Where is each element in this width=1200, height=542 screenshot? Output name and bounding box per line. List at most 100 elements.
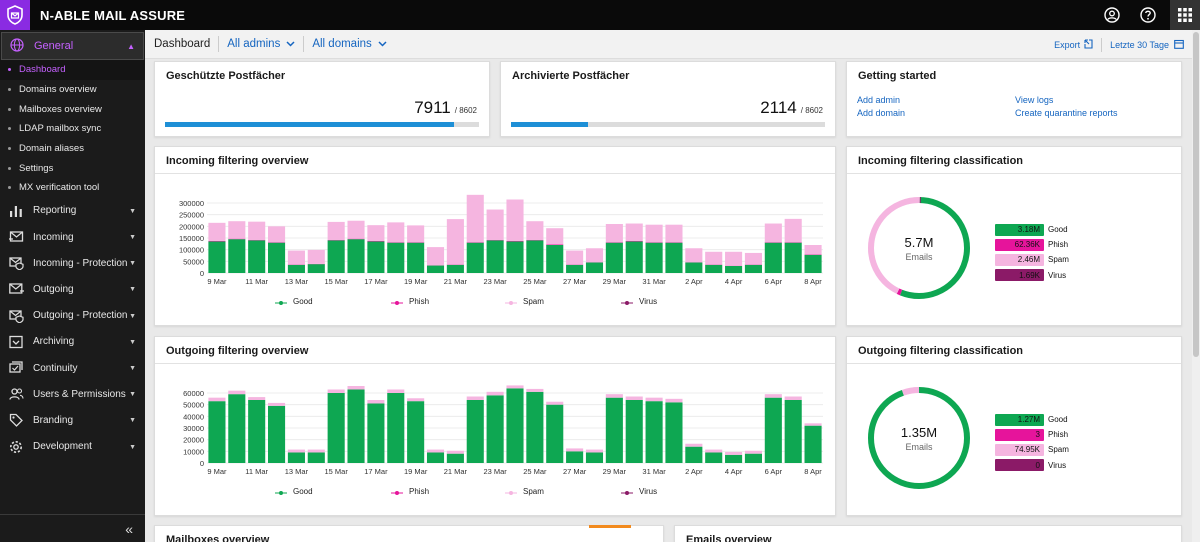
apps-grid-icon[interactable] bbox=[1170, 0, 1200, 30]
bar-good bbox=[466, 400, 484, 463]
top-bar: N-ABLE MAIL ASSURE bbox=[0, 0, 1200, 30]
bar-spam bbox=[466, 396, 484, 400]
sidebar-item-label: Outgoing bbox=[33, 283, 74, 295]
sidebar-item-label: Users & Permissions bbox=[33, 388, 126, 400]
bar-good bbox=[248, 240, 266, 273]
legend-dot bbox=[395, 490, 399, 495]
collapse-sidebar-button[interactable]: « bbox=[0, 514, 145, 542]
sidebar-item-reporting[interactable]: Reporting ▼ bbox=[0, 198, 145, 224]
bar-good bbox=[307, 452, 325, 463]
bar-spam bbox=[208, 222, 226, 242]
classification-value: 1.69K bbox=[995, 269, 1044, 282]
page-scrollbar[interactable] bbox=[1192, 30, 1200, 542]
legend-item-phish[interactable]: Phish bbox=[391, 297, 429, 306]
legend-item-phish[interactable]: Phish bbox=[391, 487, 429, 496]
chevron-down-icon: ▼ bbox=[129, 391, 136, 399]
scrollbar-thumb[interactable] bbox=[1193, 32, 1199, 357]
subnav-label: Domain aliases bbox=[19, 143, 84, 155]
bar-spam bbox=[566, 250, 584, 265]
classification-row-good: 3.18M Good bbox=[995, 222, 1069, 237]
classification-value: 3.18M bbox=[995, 223, 1044, 236]
y-tick-label: 50000 bbox=[183, 257, 204, 266]
sidebar-item-incoming[interactable]: Incoming ▼ bbox=[0, 224, 145, 250]
classification-label: Virus bbox=[1048, 460, 1067, 470]
bar-good bbox=[347, 389, 365, 463]
classification-label: Spam bbox=[1048, 445, 1069, 455]
bar-good bbox=[347, 239, 365, 273]
sidebar-item-label: Archiving bbox=[33, 336, 75, 348]
create-quarantine-reports-link[interactable]: Create quarantine reports bbox=[1015, 108, 1118, 118]
bar-good bbox=[804, 425, 822, 463]
bar-good bbox=[705, 264, 723, 273]
legend-dot bbox=[279, 490, 283, 495]
legend-item-spam[interactable]: Spam bbox=[505, 487, 544, 496]
legend-item-virus[interactable]: Virus bbox=[621, 297, 657, 306]
bar-spam bbox=[506, 385, 524, 389]
card-title: Geschützte Postfächer bbox=[166, 70, 286, 82]
sidebar-item-outgoing-protection[interactable]: Outgoing - Protection ▼ bbox=[0, 303, 145, 329]
admins-dropdown-label: All admins bbox=[227, 38, 281, 50]
subnav-label: LDAP mailbox sync bbox=[19, 123, 102, 135]
legend-dot bbox=[279, 300, 283, 305]
bar-spam bbox=[744, 252, 762, 265]
subnav-domains-overview[interactable]: Domains overview bbox=[0, 80, 145, 100]
bullet-icon bbox=[8, 166, 11, 170]
classification-value: 0 bbox=[995, 459, 1044, 472]
progress-fill bbox=[165, 122, 454, 127]
add-admin-link[interactable]: Add admin bbox=[857, 95, 901, 105]
legend-label: Virus bbox=[639, 487, 658, 496]
admins-dropdown[interactable]: All admins bbox=[227, 38, 295, 50]
x-tick-label: 21 Mar bbox=[444, 467, 468, 476]
bullet-icon bbox=[8, 88, 11, 92]
subnav-dashboard[interactable]: Dashboard bbox=[0, 60, 145, 80]
domains-dropdown[interactable]: All domains bbox=[312, 38, 387, 50]
bar-good bbox=[665, 242, 683, 273]
help-icon[interactable] bbox=[1138, 5, 1158, 25]
outgoing-overview-chart: 0 10000 20000 30000 40000 50000 60000 9 Mar 11 M… bbox=[183, 385, 823, 476]
bar-spam bbox=[228, 390, 246, 395]
chevron-down-icon: ▼ bbox=[129, 443, 136, 451]
bar-good bbox=[625, 400, 643, 463]
legend-label: Spam bbox=[523, 487, 544, 496]
shield-mail-logo-icon[interactable] bbox=[0, 0, 30, 30]
subnav-domain-aliases[interactable]: Domain aliases bbox=[0, 139, 145, 159]
add-domain-link[interactable]: Add domain bbox=[857, 108, 906, 118]
legend-dot bbox=[395, 300, 399, 305]
user-circle-icon[interactable] bbox=[1102, 5, 1122, 25]
sidebar-item-continuity[interactable]: Continuity ▼ bbox=[0, 355, 145, 381]
sidebar-item-branding[interactable]: Branding ▼ bbox=[0, 407, 145, 433]
bar-spam bbox=[665, 398, 683, 403]
subnav-label: Domains overview bbox=[19, 84, 97, 96]
nav-general[interactable]: General ▲ bbox=[1, 32, 144, 60]
export-button[interactable]: Export bbox=[1054, 38, 1093, 51]
classification-value: 3 bbox=[995, 428, 1044, 441]
legend-item-good[interactable]: Good bbox=[275, 487, 313, 496]
sidebar-item-outgoing[interactable]: Outgoing ▼ bbox=[0, 276, 145, 302]
legend-item-virus[interactable]: Virus bbox=[621, 487, 657, 496]
view-logs-link[interactable]: View logs bbox=[1015, 95, 1054, 105]
sidebar-item-development[interactable]: Development ▼ bbox=[0, 434, 145, 460]
bar-good bbox=[208, 401, 226, 463]
legend-item-good[interactable]: Good bbox=[275, 297, 313, 306]
sidebar-item-users-permissions[interactable]: Users & Permissions ▼ bbox=[0, 381, 145, 407]
date-range-button[interactable]: Letzte 30 Tage bbox=[1110, 39, 1184, 51]
bar-good bbox=[228, 394, 246, 463]
subnav-ldap-mailbox-sync[interactable]: LDAP mailbox sync bbox=[0, 119, 145, 139]
y-tick-label: 200000 bbox=[179, 222, 204, 231]
bar-spam bbox=[625, 223, 643, 242]
subnav-settings[interactable]: Settings bbox=[0, 158, 145, 178]
sidebar-item-archiving[interactable]: Archiving ▼ bbox=[0, 329, 145, 355]
subnav-mx-verification-tool[interactable]: MX verification tool bbox=[0, 178, 145, 198]
bar-spam bbox=[725, 451, 743, 455]
domains-dropdown-label: All domains bbox=[312, 38, 372, 50]
sidebar-item-incoming-protection[interactable]: Incoming - Protection ▼ bbox=[0, 250, 145, 276]
subnav-mailboxes-overview[interactable]: Mailboxes overview bbox=[0, 99, 145, 119]
legend-item-spam[interactable]: Spam bbox=[505, 297, 544, 306]
bar-good bbox=[645, 242, 663, 273]
bar-spam bbox=[287, 449, 305, 453]
legend-marker-svg bbox=[505, 490, 517, 495]
x-tick-label: 2 Apr bbox=[685, 467, 703, 476]
bar-good bbox=[426, 265, 445, 273]
divider bbox=[155, 363, 835, 364]
x-tick-label: 19 Mar bbox=[404, 277, 428, 286]
